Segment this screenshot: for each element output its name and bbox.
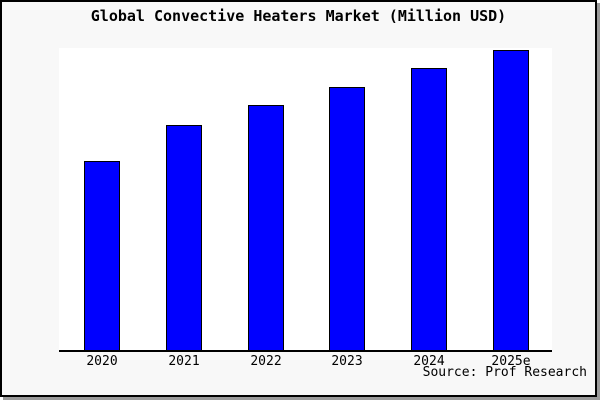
x-tick-label-2024: 2024: [413, 354, 445, 369]
x-tick-label-2022: 2022: [250, 354, 282, 369]
x-tick-label-2021: 2021: [168, 354, 200, 369]
bar-2021: [166, 125, 202, 350]
x-tick-label-2020: 2020: [86, 354, 118, 369]
x-tick-label-2023: 2023: [331, 354, 363, 369]
bar-2023: [329, 87, 365, 350]
plot-area: 2020 2021 2022 2023 2024 2025e: [59, 48, 552, 368]
bar-2020: [84, 161, 120, 350]
chart-title: Global Convective Heaters Market (Millio…: [90, 7, 507, 25]
x-tick-label-2025e: 2025e: [491, 354, 531, 369]
source-caption: Source: Prof Research: [422, 365, 587, 380]
bar-2025e: [493, 50, 529, 350]
bar-2022: [248, 105, 284, 350]
bar-2024: [411, 68, 447, 350]
